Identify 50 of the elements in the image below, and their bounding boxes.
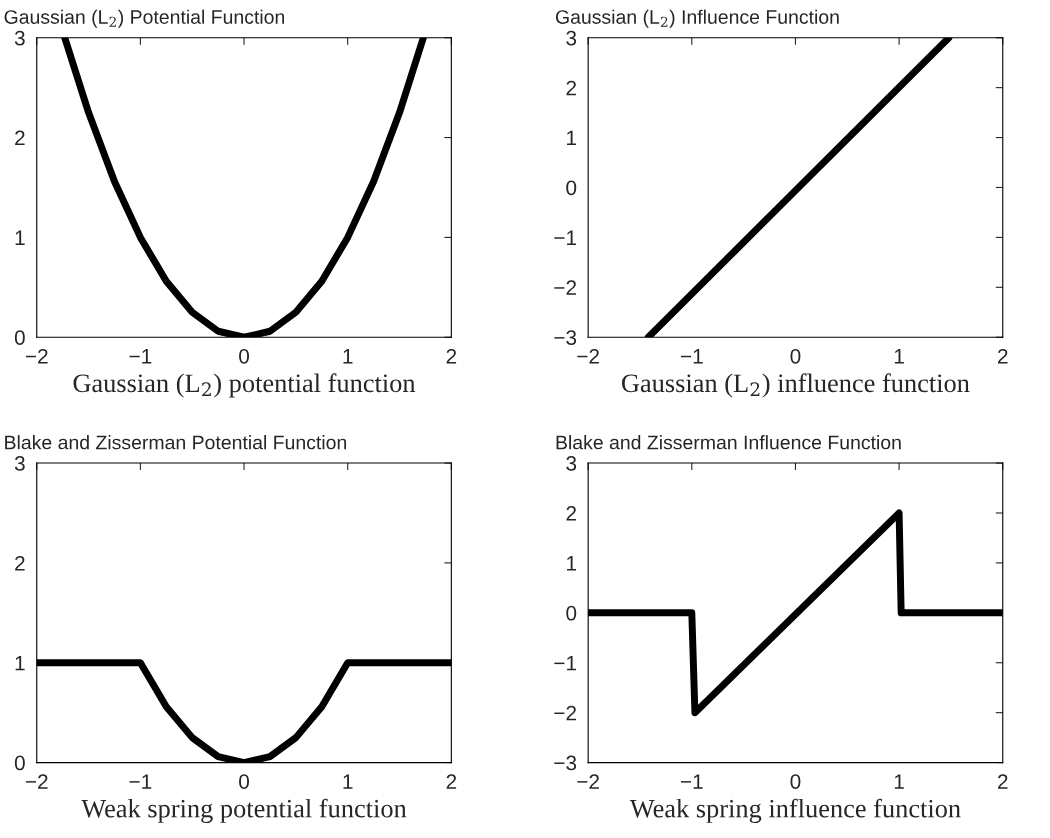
- x-tick-label: 1: [343, 349, 353, 364]
- y-tick-label: 2: [15, 130, 25, 146]
- x-tick-label: −1: [680, 349, 703, 364]
- chart-title: Gaussian (L$_{2}$) Influence Function: [555, 9, 839, 28]
- x-axis-title: Weak spring potential function: [81, 798, 407, 823]
- y-tick-label: −3: [554, 330, 577, 345]
- chart-title: Blake and Zisserman Influence Function: [556, 435, 901, 450]
- x-tick-label: −2: [577, 774, 599, 789]
- y-tick-label: 1: [567, 130, 577, 146]
- x-tick-label: 0: [790, 348, 801, 364]
- y-tick-label: 1: [15, 655, 25, 671]
- chart-title: Gaussian (L$_{2}$) Potential Function: [4, 9, 285, 28]
- x-tick-label: 1: [894, 774, 904, 789]
- y-tick-label: 3: [14, 456, 25, 471]
- y-tick-label: 2: [15, 555, 25, 571]
- x-tick-label: 0: [239, 774, 250, 789]
- y-tick-label: 1: [15, 230, 25, 245]
- x-tick-label: 1: [894, 349, 904, 364]
- y-tick-label: −2: [554, 705, 576, 721]
- x-axis-title: Gaussian (L$_{2}$) influence function: [621, 373, 970, 398]
- x-axis-title: Weak spring influence function: [629, 798, 961, 823]
- x-tick-label: −1: [129, 349, 152, 364]
- x-tick-label: 1: [343, 774, 353, 789]
- y-tick-label: 0: [566, 605, 577, 621]
- x-tick-label: 0: [239, 348, 250, 364]
- chart-title: Blake and Zisserman Potential Function: [5, 435, 347, 450]
- y-tick-label: 0: [14, 755, 25, 771]
- x-tick-label: 2: [998, 348, 1008, 364]
- x-tick-label: 2: [446, 348, 457, 364]
- x-tick-label: −2: [25, 774, 48, 789]
- y-tick-label: −1: [554, 230, 577, 245]
- y-tick-label: 3: [566, 456, 577, 471]
- x-tick-label: −1: [680, 774, 703, 789]
- y-tick-label: 0: [14, 330, 25, 345]
- x-tick-label: −2: [577, 348, 599, 364]
- x-tick-label: −1: [129, 774, 152, 789]
- x-tick-label: 0: [790, 774, 801, 789]
- y-tick-label: −2: [554, 280, 576, 295]
- x-tick-label: 2: [998, 774, 1008, 789]
- x-tick-label: 2: [446, 774, 457, 789]
- y-tick-label: 3: [566, 30, 577, 46]
- y-tick-label: −1: [554, 655, 577, 671]
- y-tick-label: −3: [554, 755, 577, 771]
- y-tick-label: 3: [14, 30, 25, 46]
- x-axis-title: Gaussian (L$_{2}$) potential function: [73, 373, 416, 398]
- y-tick-label: 1: [567, 556, 577, 571]
- y-tick-label: 2: [566, 505, 576, 521]
- y-tick-label: 2: [566, 80, 576, 96]
- x-tick-label: −2: [25, 348, 48, 364]
- y-tick-label: 0: [566, 180, 577, 196]
